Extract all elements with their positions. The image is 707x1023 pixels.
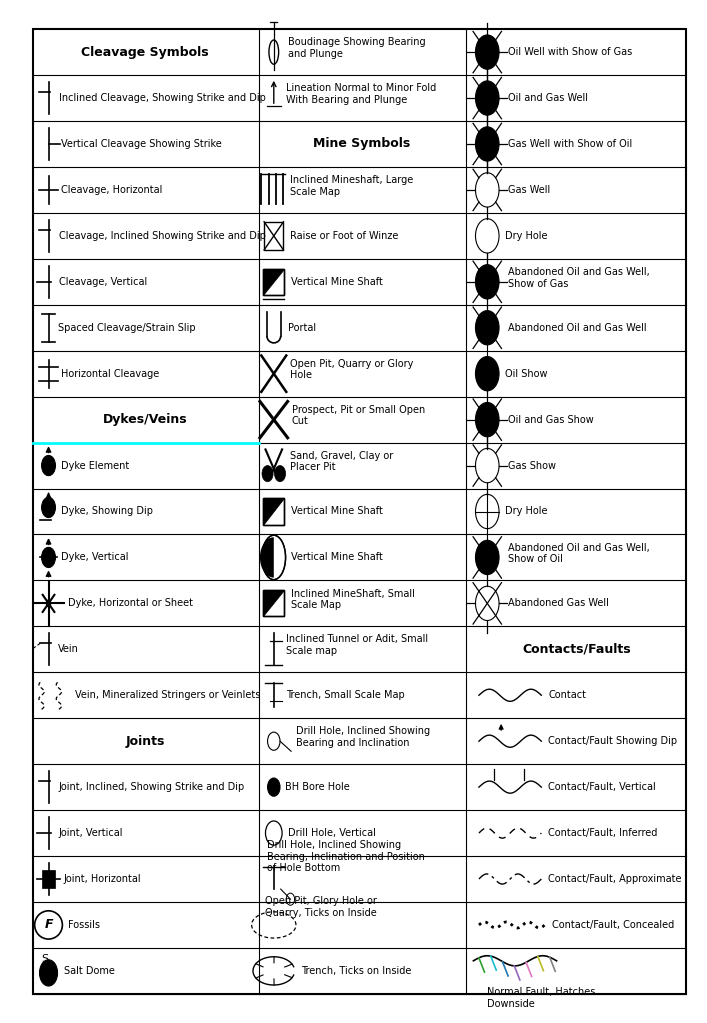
- Text: Contact/Fault, Concealed: Contact/Fault, Concealed: [551, 920, 674, 930]
- Text: Inclined Tunnel or Adit, Small
Scale map: Inclined Tunnel or Adit, Small Scale map: [286, 634, 428, 656]
- Bar: [264, 222, 284, 250]
- Text: Vein: Vein: [58, 644, 79, 655]
- Text: Cleavage, Vertical: Cleavage, Vertical: [59, 277, 147, 286]
- Text: Contact/Fault, Inferred: Contact/Fault, Inferred: [548, 828, 658, 838]
- Text: Portal: Portal: [288, 322, 316, 332]
- Text: Gas Well: Gas Well: [508, 185, 550, 195]
- Text: Gas Show: Gas Show: [508, 460, 556, 471]
- Text: Dyke, Horizontal or Sheet: Dyke, Horizontal or Sheet: [68, 598, 193, 609]
- Text: Vertical Mine Shaft: Vertical Mine Shaft: [291, 277, 383, 286]
- Text: Inclined MineShaft, Small
Scale Map: Inclined MineShaft, Small Scale Map: [291, 588, 415, 610]
- Text: Inclined Cleavage, Showing Strike and Dip: Inclined Cleavage, Showing Strike and Di…: [59, 93, 266, 103]
- Text: Vein, Mineralized Stringers or Veinlets: Vein, Mineralized Stringers or Veinlets: [75, 691, 260, 701]
- Text: Drill Hole, Vertical: Drill Hole, Vertical: [288, 828, 375, 838]
- Circle shape: [274, 465, 286, 482]
- Circle shape: [46, 599, 52, 608]
- Text: Contact/Fault, Approximate: Contact/Fault, Approximate: [548, 874, 682, 884]
- Text: Oil and Gas Show: Oil and Gas Show: [508, 414, 594, 425]
- Circle shape: [40, 960, 57, 986]
- Circle shape: [476, 357, 499, 391]
- Polygon shape: [264, 269, 284, 295]
- Text: Fossils: Fossils: [68, 920, 100, 930]
- Circle shape: [476, 81, 499, 116]
- Text: Joints: Joints: [125, 735, 165, 748]
- Text: Drill Hole, Inclined Showing
Bearing and Inclination: Drill Hole, Inclined Showing Bearing and…: [296, 726, 430, 748]
- Text: Sand, Gravel, Clay or
Placer Pit: Sand, Gravel, Clay or Placer Pit: [291, 451, 394, 473]
- Text: Horizontal Cleavage: Horizontal Cleavage: [61, 368, 159, 379]
- Text: Open Pit, Quarry or Glory
Hole: Open Pit, Quarry or Glory Hole: [291, 359, 414, 381]
- Circle shape: [476, 540, 499, 575]
- Circle shape: [42, 497, 55, 518]
- Circle shape: [42, 455, 55, 476]
- Text: Vertical Mine Shaft: Vertical Mine Shaft: [291, 506, 383, 517]
- Circle shape: [476, 35, 499, 70]
- Text: Abandoned Gas Well: Abandoned Gas Well: [508, 598, 609, 609]
- Text: Raise or Foot of Winze: Raise or Foot of Winze: [291, 231, 399, 240]
- Text: Drill Hole, Inclined Showing
Bearing, Inclination and Position
of Hole Bottom: Drill Hole, Inclined Showing Bearing, In…: [267, 840, 425, 874]
- Text: Dyke, Vertical: Dyke, Vertical: [61, 552, 129, 563]
- Text: Dyke Element: Dyke Element: [61, 460, 129, 471]
- Circle shape: [476, 402, 499, 437]
- Text: Salt Dome: Salt Dome: [64, 966, 115, 976]
- Text: Abandoned Oil and Gas Well,
Show of Gas: Abandoned Oil and Gas Well, Show of Gas: [508, 267, 650, 288]
- Text: Oil Show: Oil Show: [505, 368, 547, 379]
- Text: Abandoned Oil and Gas Well: Abandoned Oil and Gas Well: [508, 322, 647, 332]
- Bar: [264, 498, 284, 525]
- Bar: [42, 870, 54, 888]
- Text: Spaced Cleavage/Strain Slip: Spaced Cleavage/Strain Slip: [58, 322, 196, 332]
- Text: Joint, Vertical: Joint, Vertical: [59, 828, 124, 838]
- Text: Mine Symbols: Mine Symbols: [312, 137, 410, 150]
- Text: S: S: [41, 953, 48, 964]
- Text: Dyke, Showing Dip: Dyke, Showing Dip: [61, 506, 153, 517]
- Circle shape: [262, 465, 273, 482]
- Text: F: F: [45, 919, 53, 932]
- Text: Prospect, Pit or Small Open
Cut: Prospect, Pit or Small Open Cut: [292, 405, 425, 427]
- Circle shape: [267, 779, 280, 796]
- Circle shape: [42, 547, 55, 568]
- Text: Abandoned Oil and Gas Well,
Show of Oil: Abandoned Oil and Gas Well, Show of Oil: [508, 542, 650, 565]
- Text: Cleavage Symbols: Cleavage Symbols: [81, 46, 209, 58]
- Text: Inclined Mineshaft, Large
Scale Map: Inclined Mineshaft, Large Scale Map: [291, 175, 414, 196]
- Text: Trench, Small Scale Map: Trench, Small Scale Map: [286, 691, 405, 701]
- Bar: [264, 590, 284, 617]
- Text: Contact/Fault, Vertical: Contact/Fault, Vertical: [548, 783, 656, 792]
- Text: Dry Hole: Dry Hole: [505, 506, 547, 517]
- Bar: [264, 590, 284, 617]
- Text: Vertical Cleavage Showing Strike: Vertical Cleavage Showing Strike: [61, 139, 222, 149]
- Text: Cleavage, Inclined Showing Strike and Dip: Cleavage, Inclined Showing Strike and Di…: [59, 231, 266, 240]
- Circle shape: [476, 311, 499, 345]
- Text: Boudinage Showing Bearing
and Plunge: Boudinage Showing Bearing and Plunge: [288, 37, 426, 59]
- Polygon shape: [264, 590, 284, 617]
- Circle shape: [476, 127, 499, 162]
- Bar: [264, 269, 284, 295]
- Text: Open Pit, Glory Hole or
Quarry, Ticks on Inside: Open Pit, Glory Hole or Quarry, Ticks on…: [265, 896, 378, 918]
- Text: Joint, Horizontal: Joint, Horizontal: [64, 874, 141, 884]
- Wedge shape: [260, 537, 274, 578]
- Text: Lineation Normal to Minor Fold
With Bearing and Plunge: Lineation Normal to Minor Fold With Bear…: [286, 83, 436, 104]
- Circle shape: [476, 265, 499, 299]
- Bar: [264, 498, 284, 525]
- Text: BH Bore Hole: BH Bore Hole: [285, 783, 350, 792]
- Text: Oil and Gas Well: Oil and Gas Well: [508, 93, 588, 103]
- Text: Gas Well with Show of Oil: Gas Well with Show of Oil: [508, 139, 632, 149]
- Text: Oil Well with Show of Gas: Oil Well with Show of Gas: [508, 47, 632, 57]
- Text: Joint, Inclined, Showing Strike and Dip: Joint, Inclined, Showing Strike and Dip: [59, 783, 245, 792]
- Text: Cleavage, Horizontal: Cleavage, Horizontal: [61, 185, 163, 195]
- Text: Dykes/Veins: Dykes/Veins: [103, 413, 187, 427]
- Bar: [264, 269, 284, 295]
- Text: Trench, Ticks on Inside: Trench, Ticks on Inside: [301, 966, 412, 976]
- Text: Contact: Contact: [548, 691, 586, 701]
- Text: Dry Hole: Dry Hole: [505, 231, 547, 240]
- Polygon shape: [264, 498, 284, 525]
- Text: Contacts/Faults: Contacts/Faults: [522, 642, 631, 656]
- Text: Contact/Fault Showing Dip: Contact/Fault Showing Dip: [548, 737, 677, 746]
- Text: Vertical Mine Shaft: Vertical Mine Shaft: [291, 552, 383, 563]
- Text: Normal Fault, Hatches
Downside: Normal Fault, Hatches Downside: [487, 987, 595, 1009]
